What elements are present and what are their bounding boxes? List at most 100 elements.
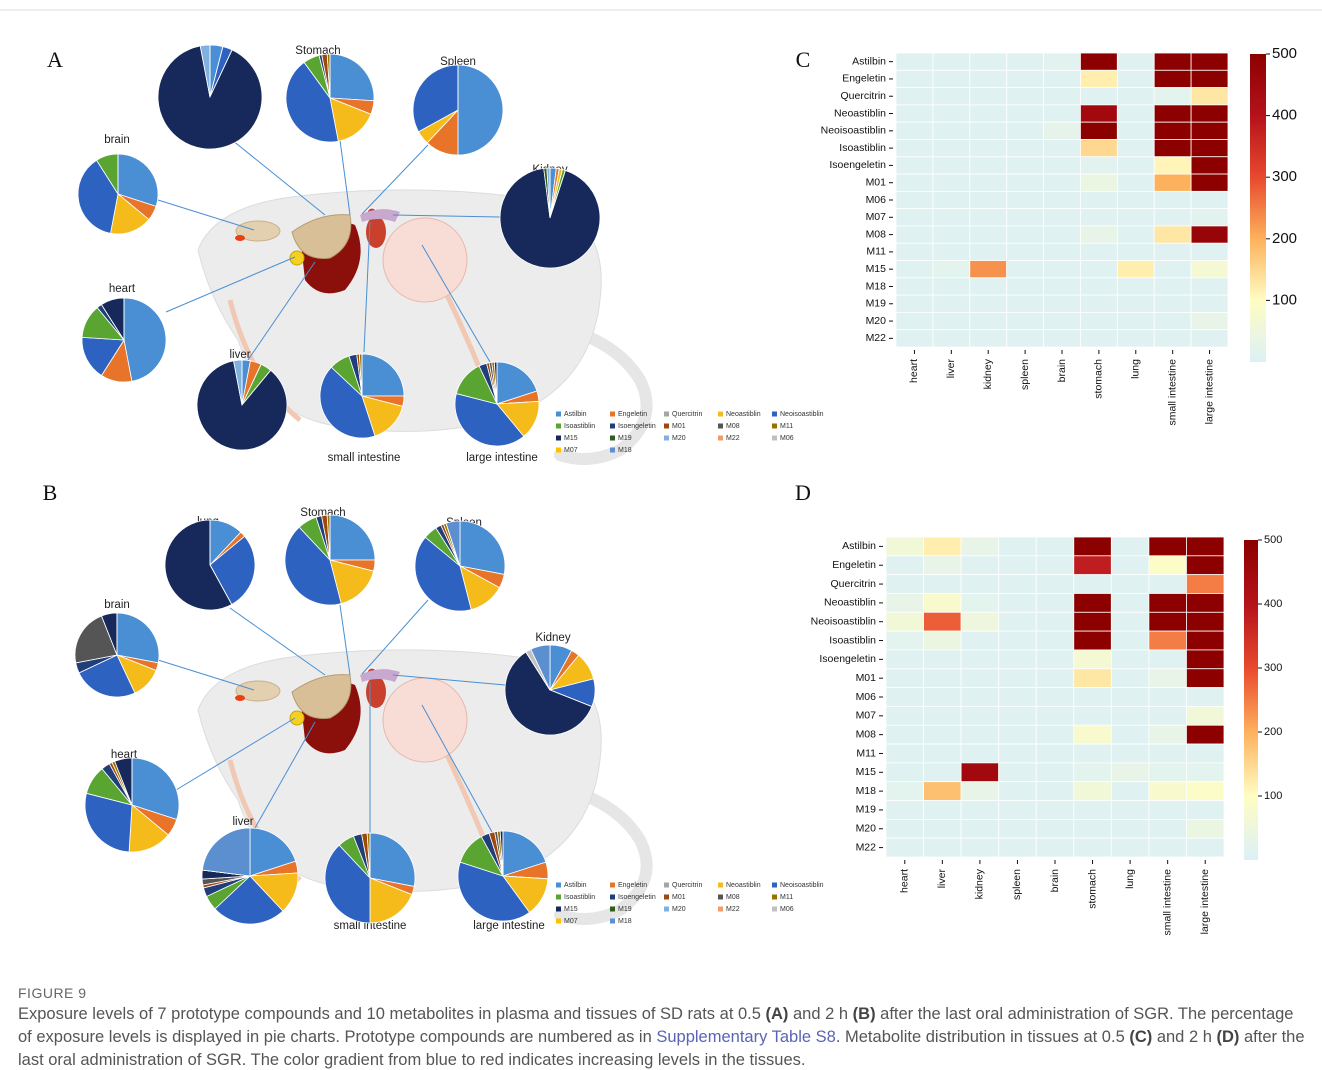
row-label: Neoastiblin [834,107,886,119]
heat-cell [1149,819,1187,838]
heat-cell [1036,612,1074,631]
colorbar-label: 400 [1264,598,1282,610]
heat-cell [1117,53,1154,70]
column-label: lung [1130,359,1142,379]
heat-cell [933,312,970,329]
panel-letter: C [796,47,811,72]
heat-cell [1149,744,1187,763]
heat-cell [961,631,999,650]
heat-cell [970,278,1007,295]
heat-cell [924,801,962,820]
heat-cell [924,631,962,650]
heat-cell [933,330,970,347]
heat-cell [886,631,924,650]
pie-title: large intestine [473,920,545,932]
heat-cell [1191,122,1228,139]
heat-cell [1036,593,1074,612]
legend-swatch [772,895,777,900]
heat-cell [970,226,1007,243]
heat-cell [933,122,970,139]
heat-cell [1007,330,1044,347]
row-label: Isoastiblin [839,142,886,154]
heat-cell [1036,782,1074,801]
heat-cell [1036,706,1074,725]
heat-cell [1074,631,1112,650]
heat-cell [924,556,962,575]
heat-cell [924,688,962,707]
caption-text: . Metabolite distribution in tissues at … [836,1028,1130,1046]
row-label: M11 [856,747,876,759]
caption-link[interactable]: Supplementary Table S8 [656,1028,835,1046]
heat-cell [886,706,924,725]
caption-text: (C) [1129,1028,1152,1046]
heat-cell [1191,174,1228,191]
heat-cell [1111,838,1149,857]
heat-cell [961,537,999,556]
panel-letter: D [795,480,811,505]
row-label: M22 [866,332,887,344]
heat-cell [886,725,924,744]
heat-cell [999,556,1037,575]
heat-cell [961,819,999,838]
heat-cell [999,838,1037,857]
heat-cell [999,706,1037,725]
heat-cell [1186,838,1224,857]
heat-cell [1111,593,1149,612]
heat-cell [1111,631,1149,650]
heat-cell [1074,744,1112,763]
heat-cell [896,88,933,105]
heat-cell [924,669,962,688]
heat-cell [1186,819,1224,838]
row-label: M18 [856,785,877,797]
column-label: spleen [1019,359,1031,390]
colorbar-label: 400 [1272,107,1297,124]
heat-cell [1080,157,1117,174]
heat-cell [1117,330,1154,347]
heat-cell [970,70,1007,87]
heat-cell [1007,70,1044,87]
column-label: kidney [974,868,986,899]
heat-cell [1111,801,1149,820]
heat-cell [1117,243,1154,260]
heat-cell [1074,688,1112,707]
heat-cell [1036,688,1074,707]
heat-cell [1036,537,1074,556]
heat-cell [1154,174,1191,191]
legend-label: Astilbin [564,411,587,418]
heat-cell [1074,669,1112,688]
heat-cell [1044,70,1081,87]
pie-slice [458,65,503,155]
heat-cell [1149,706,1187,725]
heat-cell [886,838,924,857]
row-label: Neoastiblin [824,597,876,609]
row-label: M06 [856,691,877,703]
heat-cell [1007,139,1044,156]
heat-cell [1186,631,1224,650]
heat-cell [1117,226,1154,243]
legend-swatch [664,412,669,417]
heat-cell [1007,312,1044,329]
heat-cell [1154,295,1191,312]
pie-slice [330,515,375,560]
heat-cell [1117,209,1154,226]
heat-cell [896,70,933,87]
heat-cell [961,725,999,744]
row-label: M11 [866,246,886,258]
heat-cell [1074,537,1112,556]
heat-cell [999,782,1037,801]
heat-cell [1036,744,1074,763]
heat-cell [896,139,933,156]
heat-cell [896,174,933,191]
legend-swatch [772,883,777,888]
heat-cell [970,105,1007,122]
legend-swatch [610,895,615,900]
colorbar-label: 100 [1272,291,1297,308]
heat-cell [970,157,1007,174]
panel-letter: A [47,47,63,72]
heat-cell [1154,70,1191,87]
heat-cell [999,744,1037,763]
column-label: small intestine [1161,869,1173,936]
heat-cell [961,612,999,631]
heat-cell [933,105,970,122]
heat-cell [1080,295,1117,312]
